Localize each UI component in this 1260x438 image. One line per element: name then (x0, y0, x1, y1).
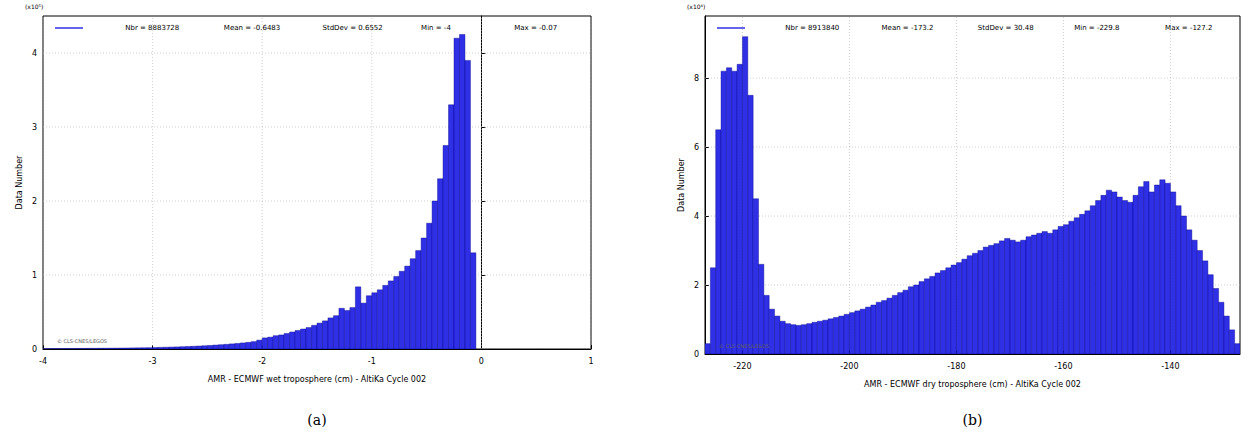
svg-text:-220: -220 (733, 362, 751, 371)
svg-text:(b): (b) (963, 412, 983, 428)
svg-text:© CLS-CNES/LEGOS: © CLS-CNES/LEGOS (57, 338, 107, 344)
svg-text:2: 2 (694, 281, 699, 290)
svg-text:4: 4 (32, 49, 37, 58)
svg-text:0: 0 (694, 350, 699, 359)
svg-text:Data Number: Data Number (677, 157, 686, 211)
svg-text:Max = -127.2: Max = -127.2 (1165, 24, 1212, 32)
svg-text:Mean = -173.2: Mean = -173.2 (882, 24, 934, 32)
svg-text:-1: -1 (368, 357, 376, 366)
svg-text:1: 1 (32, 271, 37, 280)
svg-text:StdDev = 0.6552: StdDev = 0.6552 (322, 24, 382, 32)
svg-text:Mean = -0.6483: Mean = -0.6483 (224, 24, 280, 32)
svg-text:(a): (a) (307, 412, 326, 428)
svg-text:-4: -4 (39, 357, 47, 366)
svg-text:Min = -4: Min = -4 (421, 24, 451, 32)
svg-text:© CLS-CNES/LEGOS: © CLS-CNES/LEGOS (719, 343, 769, 349)
svg-text:0: 0 (479, 357, 484, 366)
svg-text:AMR - ECMWF dry troposphere (c: AMR - ECMWF dry troposphere (cm) - AltiK… (864, 380, 1081, 389)
svg-text:(x10⁴): (x10⁴) (687, 3, 705, 10)
svg-text:-200: -200 (840, 362, 858, 371)
svg-text:6: 6 (694, 143, 699, 152)
svg-text:(x10⁵): (x10⁵) (25, 3, 43, 10)
svg-text:Nbr = 8913840: Nbr = 8913840 (785, 24, 839, 32)
svg-text:2: 2 (32, 197, 37, 206)
svg-text:-140: -140 (1161, 362, 1179, 371)
svg-text:Nbr = 8883728: Nbr = 8883728 (125, 24, 179, 32)
svg-text:-2: -2 (258, 357, 266, 366)
svg-text:-3: -3 (149, 357, 157, 366)
svg-text:4: 4 (694, 212, 699, 221)
svg-text:3: 3 (32, 123, 37, 132)
svg-text:-160: -160 (1054, 362, 1072, 371)
svg-text:Min = -229.8: Min = -229.8 (1074, 24, 1119, 32)
svg-text:8: 8 (694, 74, 699, 83)
svg-text:1: 1 (588, 357, 593, 366)
svg-text:StdDev = 30.48: StdDev = 30.48 (978, 24, 1034, 32)
svg-text:0: 0 (32, 345, 37, 354)
svg-text:Max = -0.07: Max = -0.07 (514, 24, 557, 32)
svg-text:AMR - ECMWF wet troposphere (c: AMR - ECMWF wet troposphere (cm) - AltiK… (208, 375, 426, 384)
svg-text:-180: -180 (947, 362, 965, 371)
svg-text:Data Number: Data Number (15, 155, 24, 209)
